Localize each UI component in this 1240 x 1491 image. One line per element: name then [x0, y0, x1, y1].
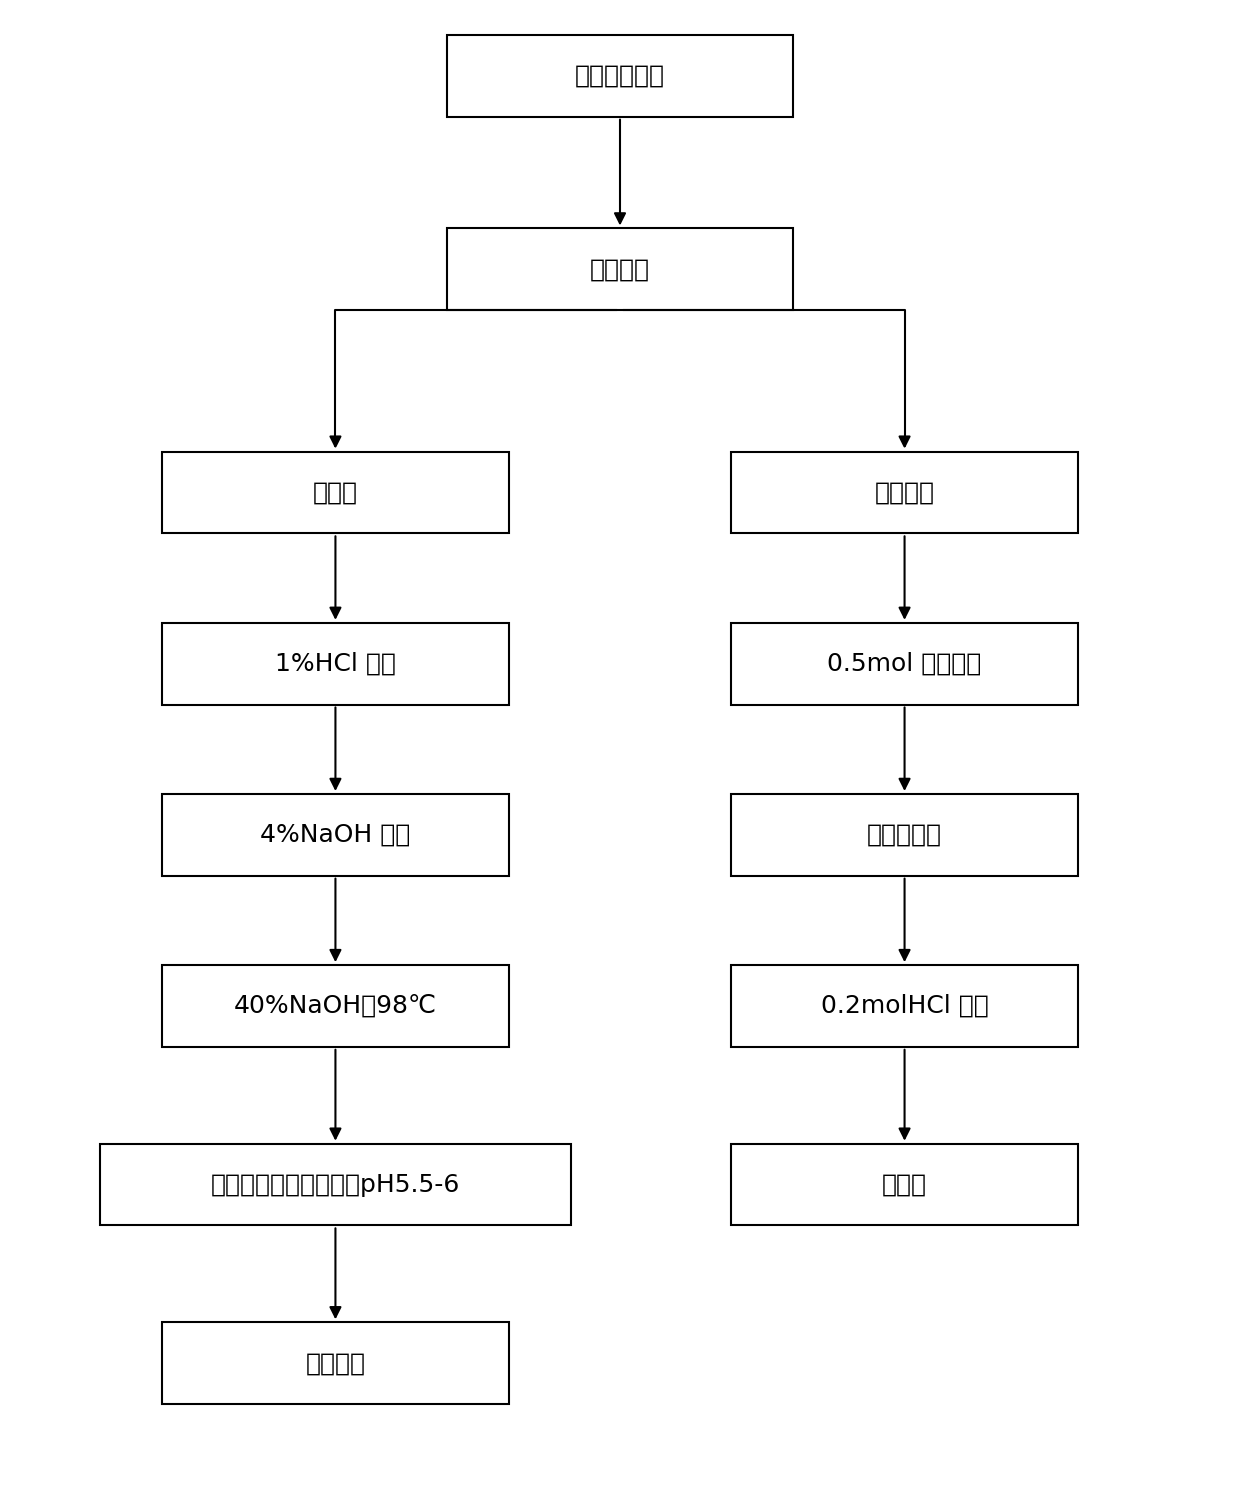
FancyBboxPatch shape — [446, 228, 794, 310]
FancyBboxPatch shape — [162, 965, 508, 1047]
FancyBboxPatch shape — [732, 1144, 1078, 1226]
Text: 海藻酸吸附: 海藻酸吸附 — [867, 823, 942, 847]
Text: 压辊挤压: 压辊挤压 — [590, 258, 650, 282]
FancyBboxPatch shape — [100, 1144, 570, 1226]
Text: 蝇蛆皮: 蝇蛆皮 — [312, 480, 358, 504]
FancyBboxPatch shape — [162, 623, 508, 705]
Text: 1%HCl 处理: 1%HCl 处理 — [275, 652, 396, 675]
Text: 40%NaOH，98℃: 40%NaOH，98℃ — [234, 994, 436, 1018]
FancyBboxPatch shape — [732, 965, 1078, 1047]
FancyBboxPatch shape — [162, 793, 508, 875]
Text: 抗菌肽: 抗菌肽 — [882, 1172, 928, 1196]
FancyBboxPatch shape — [732, 623, 1078, 705]
FancyBboxPatch shape — [162, 452, 508, 534]
FancyBboxPatch shape — [446, 34, 794, 116]
FancyBboxPatch shape — [162, 1323, 508, 1405]
Text: 壳低聚糖: 壳低聚糖 — [305, 1351, 366, 1375]
Text: 0.5mol 乙酸酸化: 0.5mol 乙酸酸化 — [827, 652, 982, 675]
FancyBboxPatch shape — [732, 793, 1078, 875]
Text: 蝇蛆内脏: 蝇蛆内脏 — [874, 480, 935, 504]
Text: 蝇蛆消毒漂洗: 蝇蛆消毒漂洗 — [575, 64, 665, 88]
FancyBboxPatch shape — [732, 452, 1078, 534]
Text: 4%NaOH 处理: 4%NaOH 处理 — [260, 823, 410, 847]
Text: 0.2molHCl 洗脱: 0.2molHCl 洗脱 — [821, 994, 988, 1018]
Text: 壳甲素酶、纤维素酶，pH5.5-6: 壳甲素酶、纤维素酶，pH5.5-6 — [211, 1172, 460, 1196]
